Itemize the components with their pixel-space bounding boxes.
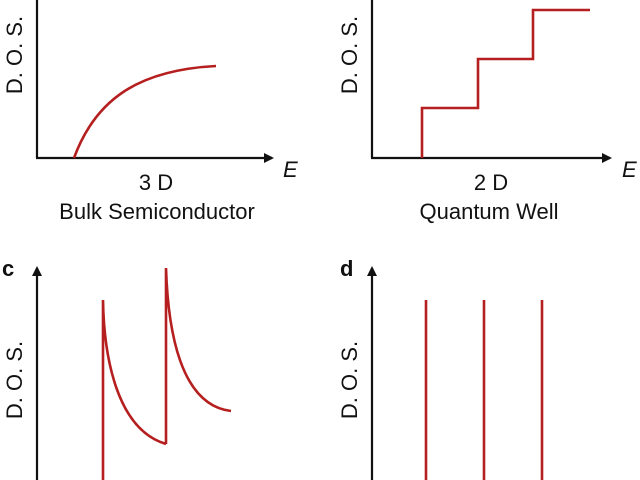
panel-a-sqrt-curve — [72, 64, 217, 159]
panel-c-peak-2 — [164, 267, 232, 444]
panel-b-dimension-label: 2 D — [474, 170, 508, 195]
panel-d-letter: d — [340, 256, 353, 281]
panel-b-energy-label: E — [622, 157, 637, 182]
panel-b-y-label: D. O. S. — [337, 16, 362, 94]
panel-a-y-label: D. O. S. — [2, 16, 27, 94]
panel-a-bulk: D. O. S. E 3 D Bulk Semiconductor — [2, 0, 298, 224]
panel-c-peak-1 — [101, 299, 167, 480]
panel-c-quantum-wire: c D. O. S. — [2, 256, 232, 480]
panel-c-letter: c — [2, 256, 14, 281]
panel-b-quantum-well: D. O. S. E 2 D Quantum Well — [337, 0, 637, 224]
panel-b-staircase — [420, 8, 590, 158]
panel-c-y-label: D. O. S. — [2, 341, 27, 419]
panel-b-caption: Quantum Well — [420, 199, 559, 224]
panel-d-quantum-dot: d D. O. S. — [337, 256, 544, 480]
panel-a-energy-label: E — [283, 157, 298, 182]
panel-a-caption: Bulk Semiconductor — [59, 199, 255, 224]
panel-d-y-label: D. O. S. — [337, 341, 362, 419]
panel-a-dimension-label: 3 D — [139, 170, 173, 195]
